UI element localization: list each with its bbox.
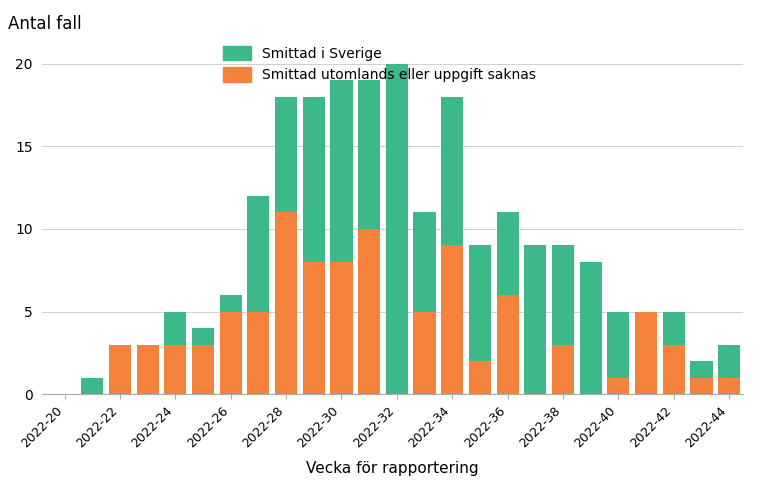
Bar (247, 196, 269, 312)
Bar (718, 378, 741, 394)
Bar (275, 213, 297, 394)
Bar (691, 361, 713, 378)
Bar (580, 262, 602, 394)
Bar (109, 345, 131, 394)
Bar (330, 80, 352, 262)
Text: Antal fall: Antal fall (8, 15, 81, 33)
Bar (220, 312, 242, 394)
Bar (164, 312, 186, 345)
Bar (247, 312, 269, 394)
Bar (81, 378, 103, 394)
Bar (552, 246, 574, 345)
Bar (413, 312, 436, 394)
X-axis label: Vecka för rapportering: Vecka för rapportering (306, 461, 479, 476)
Bar (358, 80, 381, 229)
Bar (220, 295, 242, 312)
Bar (136, 345, 158, 394)
Bar (607, 312, 629, 378)
Bar (302, 97, 325, 262)
Bar (413, 213, 436, 312)
Bar (662, 312, 684, 345)
Bar (469, 361, 491, 394)
Bar (691, 378, 713, 394)
Bar (358, 229, 381, 394)
Bar (192, 328, 214, 345)
Bar (496, 213, 518, 295)
Bar (469, 246, 491, 361)
Bar (192, 345, 214, 394)
Bar (496, 295, 518, 394)
Bar (275, 97, 297, 213)
Bar (441, 246, 463, 394)
Bar (302, 262, 325, 394)
Bar (164, 345, 186, 394)
Bar (607, 378, 629, 394)
Legend: Smittad i Sverige, Smittad utomlands eller uppgift saknas: Smittad i Sverige, Smittad utomlands ell… (218, 40, 541, 88)
Bar (386, 64, 408, 394)
Bar (635, 312, 657, 394)
Bar (330, 262, 352, 394)
Bar (441, 97, 463, 246)
Bar (552, 345, 574, 394)
Bar (525, 246, 547, 394)
Bar (718, 345, 741, 378)
Bar (662, 345, 684, 394)
